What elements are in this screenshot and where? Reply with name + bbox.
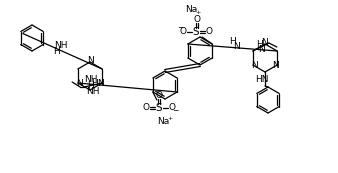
Text: N: N <box>87 56 93 65</box>
Text: Na: Na <box>157 117 169 126</box>
Text: H: H <box>91 80 97 89</box>
Text: O: O <box>168 102 175 112</box>
Text: −: − <box>172 107 178 116</box>
Text: O: O <box>193 16 200 25</box>
Text: H: H <box>257 40 263 49</box>
Text: N: N <box>251 61 258 70</box>
Text: HN: HN <box>255 75 269 84</box>
Text: N: N <box>233 42 240 51</box>
Text: NH: NH <box>84 75 98 84</box>
Text: H: H <box>229 37 236 46</box>
Text: O: O <box>179 26 187 35</box>
Text: +: + <box>167 116 172 121</box>
Text: H: H <box>53 47 60 56</box>
Text: O: O <box>142 103 149 112</box>
Text: S: S <box>155 103 162 113</box>
Text: N: N <box>97 79 103 88</box>
Text: S: S <box>193 27 199 37</box>
Text: +: + <box>195 11 201 16</box>
Text: −: − <box>177 24 183 33</box>
Text: N: N <box>76 79 83 88</box>
Text: Na: Na <box>185 6 197 15</box>
Text: NH: NH <box>54 41 67 50</box>
Text: N: N <box>272 61 279 70</box>
Text: O: O <box>156 92 163 101</box>
Text: NH: NH <box>87 88 100 97</box>
Text: H: H <box>88 81 94 90</box>
Text: N: N <box>262 38 268 47</box>
Text: O: O <box>206 28 213 37</box>
Text: N: N <box>259 45 265 54</box>
